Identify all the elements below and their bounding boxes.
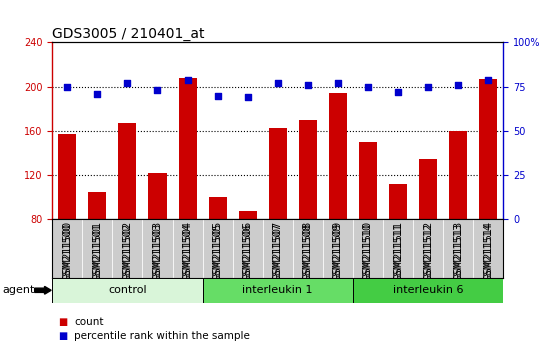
Bar bbox=[269, 128, 287, 219]
Bar bbox=[233, 219, 263, 278]
Bar bbox=[142, 219, 173, 278]
Bar bbox=[329, 93, 347, 219]
Text: control: control bbox=[108, 285, 147, 295]
Text: GSM211514: GSM211514 bbox=[483, 222, 493, 281]
Text: GSM211501: GSM211501 bbox=[92, 221, 102, 280]
Text: GSM211514: GSM211514 bbox=[483, 221, 493, 280]
Bar bbox=[389, 184, 407, 219]
Text: GSM211512: GSM211512 bbox=[423, 222, 433, 282]
Bar bbox=[443, 219, 473, 278]
Text: GSM211507: GSM211507 bbox=[273, 222, 283, 282]
Bar bbox=[52, 219, 82, 278]
Bar bbox=[239, 211, 257, 219]
Text: GSM211513: GSM211513 bbox=[453, 221, 463, 280]
Point bbox=[153, 87, 162, 93]
Text: GSM211500: GSM211500 bbox=[62, 222, 72, 281]
Text: GSM211504: GSM211504 bbox=[183, 222, 192, 281]
Text: GSM211509: GSM211509 bbox=[333, 222, 343, 281]
Text: agent: agent bbox=[3, 285, 35, 295]
Bar bbox=[293, 219, 323, 278]
Bar bbox=[299, 120, 317, 219]
Text: GSM211500: GSM211500 bbox=[62, 221, 72, 280]
Bar bbox=[208, 197, 227, 219]
Bar bbox=[173, 219, 202, 278]
Text: GSM211505: GSM211505 bbox=[213, 222, 223, 282]
Point bbox=[213, 93, 222, 98]
Text: GSM211508: GSM211508 bbox=[303, 222, 313, 281]
Point bbox=[243, 95, 252, 100]
Bar bbox=[323, 219, 353, 278]
Bar bbox=[112, 219, 142, 278]
Bar bbox=[263, 219, 293, 278]
Point bbox=[394, 89, 403, 95]
Text: GSM211512: GSM211512 bbox=[423, 221, 433, 280]
Point bbox=[93, 91, 102, 97]
Text: percentile rank within the sample: percentile rank within the sample bbox=[74, 331, 250, 341]
Bar bbox=[118, 123, 136, 219]
Text: GDS3005 / 210401_at: GDS3005 / 210401_at bbox=[52, 27, 205, 41]
Bar bbox=[419, 159, 437, 219]
Point bbox=[123, 80, 132, 86]
Text: GSM211502: GSM211502 bbox=[123, 222, 133, 282]
Point bbox=[273, 80, 282, 86]
Text: interleukin 6: interleukin 6 bbox=[393, 285, 463, 295]
Text: GSM211505: GSM211505 bbox=[213, 221, 223, 280]
Point bbox=[183, 77, 192, 82]
Bar bbox=[202, 278, 353, 303]
Bar bbox=[58, 134, 76, 219]
Bar bbox=[449, 131, 467, 219]
Point bbox=[364, 84, 372, 90]
Text: GSM211510: GSM211510 bbox=[363, 222, 373, 281]
Text: GSM211503: GSM211503 bbox=[152, 222, 162, 281]
Text: count: count bbox=[74, 317, 104, 327]
Bar bbox=[479, 79, 497, 219]
Text: GSM211502: GSM211502 bbox=[123, 221, 133, 280]
Point bbox=[63, 84, 72, 90]
Bar bbox=[52, 278, 202, 303]
Point bbox=[304, 82, 312, 88]
Text: GSM211511: GSM211511 bbox=[393, 221, 403, 280]
Point bbox=[333, 80, 342, 86]
Point bbox=[484, 77, 493, 82]
Bar bbox=[148, 173, 167, 219]
Bar bbox=[353, 278, 503, 303]
Text: GSM211506: GSM211506 bbox=[243, 222, 252, 281]
Text: GSM211501: GSM211501 bbox=[92, 222, 102, 281]
Bar bbox=[353, 219, 383, 278]
Text: GSM211513: GSM211513 bbox=[453, 222, 463, 281]
Bar bbox=[179, 78, 196, 219]
Bar bbox=[383, 219, 413, 278]
Text: GSM211508: GSM211508 bbox=[303, 221, 313, 280]
Bar bbox=[359, 142, 377, 219]
Text: GSM211507: GSM211507 bbox=[273, 221, 283, 280]
Point bbox=[424, 84, 432, 90]
Text: GSM211504: GSM211504 bbox=[183, 221, 192, 280]
Bar bbox=[413, 219, 443, 278]
Bar bbox=[473, 219, 503, 278]
Text: ■: ■ bbox=[58, 331, 67, 341]
Text: GSM211510: GSM211510 bbox=[363, 221, 373, 280]
Bar bbox=[202, 219, 233, 278]
Bar bbox=[89, 192, 106, 219]
Text: GSM211509: GSM211509 bbox=[333, 221, 343, 280]
Text: ■: ■ bbox=[58, 317, 67, 327]
Text: GSM211511: GSM211511 bbox=[393, 222, 403, 281]
Bar bbox=[82, 219, 112, 278]
Text: interleukin 1: interleukin 1 bbox=[243, 285, 313, 295]
Point bbox=[454, 82, 463, 88]
Text: GSM211503: GSM211503 bbox=[152, 221, 162, 280]
Text: GSM211506: GSM211506 bbox=[243, 221, 252, 280]
